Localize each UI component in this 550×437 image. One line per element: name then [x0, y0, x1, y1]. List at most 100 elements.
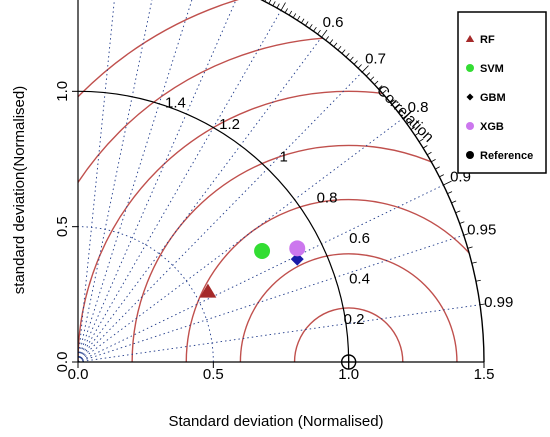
correlation-tick — [382, 89, 387, 94]
correlation-tick — [325, 36, 330, 41]
legend-box — [457, 11, 547, 174]
tick-labels: 0.2 0.4 0.6 0.8 1 1.2 1.4 0.00.0 0.5 0.5 1.0 1.0 1.5… — [54, 0, 513, 383]
correlation-tick — [451, 200, 457, 204]
y-axis-label: standard deviation(Normalised) — [11, 86, 28, 294]
correlation-tick — [439, 174, 444, 178]
correlation-tick — [426, 151, 432, 156]
correlation-tick-label: 0.6 — [323, 14, 344, 31]
rms-contour — [185, 198, 485, 363]
rms-contour-label: 1.4 — [165, 95, 186, 112]
correlation-tick — [435, 166, 440, 170]
correlation-tick-label: 0.8 — [408, 99, 429, 116]
correlation-grid — [77, 0, 481, 363]
correlation-tick — [296, 15, 301, 21]
correlation-tick — [386, 94, 391, 99]
point-svm — [254, 243, 271, 260]
rms-contour — [78, 90, 485, 363]
correlation-tick — [479, 303, 485, 306]
correlation-tick-label: 0.99 — [484, 294, 513, 311]
correlation-tick — [292, 13, 297, 18]
correlation-tick — [268, 0, 272, 4]
correlation-tick — [467, 246, 473, 249]
reference-sd-arc — [77, 90, 350, 363]
y-tick-label: 0.0 — [54, 352, 71, 373]
data-points — [199, 240, 357, 370]
legend-label-rf: RF — [480, 34, 495, 46]
correlation-tick — [341, 49, 346, 54]
rms-contour-label: 0.8 — [317, 189, 338, 206]
x-tick-label: 1.5 — [474, 366, 495, 383]
correlation-tick — [471, 261, 477, 264]
point-xgb — [289, 240, 306, 257]
x-axis-label: Standard deviation (Normalised) — [168, 413, 383, 430]
correlation-tick — [463, 233, 469, 236]
rms-contour-label: 0.6 — [349, 230, 370, 247]
correlation-tick — [398, 109, 403, 114]
legend-label-svm: SVM — [480, 63, 504, 75]
correlation-tick — [337, 45, 342, 51]
correlation-line — [77, 71, 363, 363]
correlation-line — [77, 0, 153, 363]
x-tick-label: 0.5 — [203, 366, 224, 383]
correlation-tick — [357, 64, 362, 69]
correlation-tick — [309, 24, 313, 29]
correlation-tick — [264, 0, 266, 2]
rms-contour — [131, 144, 485, 363]
correlation-tick — [345, 52, 350, 58]
correlation-tick — [475, 279, 481, 282]
x-tick-label: 0.0 — [68, 366, 89, 383]
correlation-line — [77, 0, 237, 363]
point-gbm — [290, 252, 304, 266]
correlation-tick — [349, 56, 354, 61]
axes — [72, 0, 485, 368]
legend-marker-xgb — [466, 122, 474, 130]
correlation-tick — [455, 210, 461, 214]
correlation-tick — [447, 191, 453, 195]
correlation-tick — [418, 138, 424, 143]
correlation-tick — [329, 39, 334, 44]
correlation-tick — [459, 221, 465, 224]
correlation-tick — [321, 29, 328, 38]
correlation-tick-label: 0.7 — [365, 50, 386, 67]
legend: RF SVM GBM XGB Reference — [457, 11, 547, 174]
correlation-tick — [288, 10, 293, 16]
legend-marker-gbm — [466, 93, 474, 101]
y-tick-label: 0.5 — [54, 216, 71, 237]
correlation-tick — [370, 76, 375, 81]
correlation-tick — [353, 60, 358, 65]
rms-contour-label: 0.4 — [349, 271, 370, 288]
correlation-line — [77, 36, 322, 363]
rms-contour — [293, 307, 404, 363]
outer-arc — [260, 0, 485, 363]
correlation-tick — [374, 80, 379, 85]
correlation-tick — [317, 29, 321, 35]
correlation-line — [77, 234, 464, 363]
correlation-tick — [272, 1, 276, 7]
point-reference — [340, 354, 357, 370]
legend-marker-reference — [466, 151, 474, 159]
correlation-line — [77, 10, 282, 363]
correlation-line — [77, 184, 444, 363]
correlation-tick-label: 0.95 — [467, 221, 496, 238]
correlation-tick — [414, 132, 420, 136]
x-tick-label: 1.0 — [338, 366, 359, 383]
sd-arc-dotted — [77, 226, 214, 363]
correlation-tick — [390, 99, 395, 104]
correlation-tick — [431, 159, 436, 163]
correlation-line — [77, 0, 115, 363]
legend-marker-rf — [465, 35, 475, 42]
rms-contour-label: 1.2 — [219, 116, 240, 133]
legend-marker-svm — [466, 64, 474, 72]
correlation-line — [77, 304, 481, 363]
correlation-tick — [402, 112, 411, 119]
rms-contour-label: 0.2 — [344, 311, 365, 328]
legend-label-gbm: GBM — [480, 92, 506, 104]
correlation-tick — [422, 145, 428, 149]
correlation-tick — [333, 42, 338, 47]
correlation-tick — [284, 8, 288, 13]
correlation-line — [77, 0, 193, 363]
rms-contour-label: 1 — [280, 149, 288, 166]
correlation-tick — [406, 120, 412, 125]
correlation-tick — [365, 72, 371, 77]
